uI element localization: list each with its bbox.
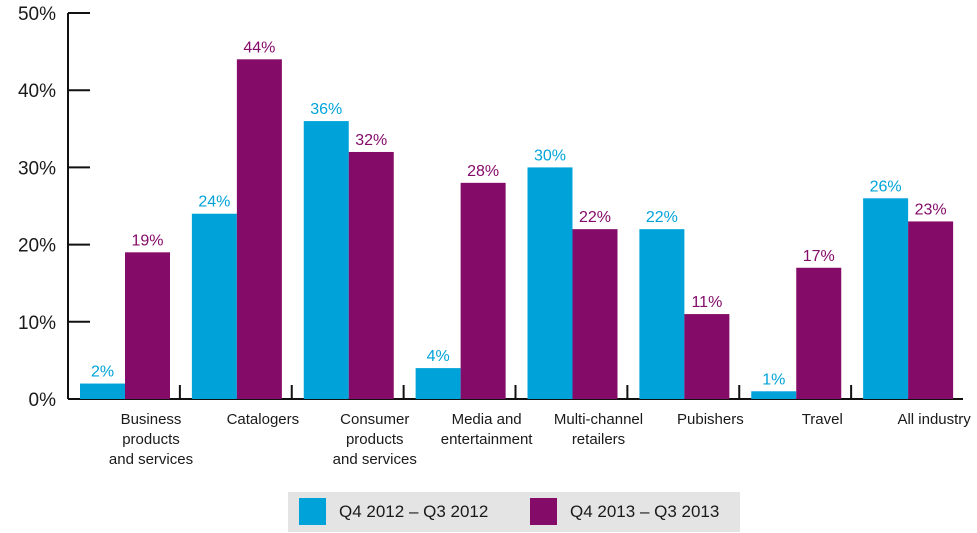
bar-series-2 bbox=[684, 314, 730, 399]
chart-legend: Q4 2012 – Q3 2012 Q4 2013 – Q3 2013 bbox=[288, 492, 740, 532]
legend-swatch-series-2 bbox=[530, 498, 557, 525]
data-label-series-1: 1% bbox=[762, 371, 785, 388]
data-label-series-2: 28% bbox=[467, 163, 499, 180]
data-label-series-1: 22% bbox=[646, 209, 678, 226]
category-label: All industry bbox=[897, 411, 971, 428]
category-label-line: retailers bbox=[572, 431, 625, 448]
bar-series-2 bbox=[236, 59, 282, 399]
category-label-line: Catalogers bbox=[227, 411, 300, 428]
data-label-series-1: 36% bbox=[310, 101, 342, 118]
bar-series-1 bbox=[191, 213, 237, 399]
y-tick-label: 20% bbox=[18, 236, 56, 257]
category-label-line: Multi-channel bbox=[554, 411, 643, 428]
bar-series-2 bbox=[348, 151, 394, 399]
data-label-series-1: 24% bbox=[198, 194, 230, 211]
data-label-series-2: 19% bbox=[131, 232, 163, 249]
category-label: Travel bbox=[802, 411, 843, 428]
data-label-series-2: 23% bbox=[915, 201, 947, 218]
bar-series-1 bbox=[527, 167, 573, 399]
legend-label-series-1: Q4 2012 – Q3 2012 bbox=[339, 501, 489, 521]
category-label-line: Business bbox=[121, 411, 182, 428]
bar-series-2 bbox=[572, 229, 618, 399]
data-label-series-1: 2% bbox=[91, 364, 114, 381]
y-tick-label: 30% bbox=[18, 158, 56, 179]
category-label: Media and entertainment bbox=[441, 411, 534, 448]
category-label: Catalogers bbox=[227, 411, 300, 428]
legend-item-series-2: Q4 2013 – Q3 2013 bbox=[530, 498, 719, 525]
category-label: Consumer products and services bbox=[333, 411, 417, 468]
bar-series-2 bbox=[796, 267, 842, 399]
category-label-line: products bbox=[346, 431, 404, 448]
category-label-line: products bbox=[122, 431, 180, 448]
bar-series-1 bbox=[415, 368, 461, 399]
category-label-line: and services bbox=[109, 451, 193, 468]
bar-series-2 bbox=[908, 221, 954, 399]
data-label-series-2: 11% bbox=[691, 294, 722, 311]
category-label-line: Media and bbox=[452, 411, 522, 428]
y-tick-label: 0% bbox=[29, 390, 57, 411]
legend-item-series-1: Q4 2012 – Q3 2012 bbox=[299, 498, 488, 525]
legend-swatch-series-1 bbox=[299, 498, 326, 525]
data-label-series-2: 32% bbox=[355, 132, 387, 149]
bar-series-1 bbox=[751, 391, 797, 399]
chart-category-labels: Business products and services Catalogers Co… bbox=[109, 411, 971, 468]
bar-series-1 bbox=[80, 383, 125, 399]
category-label: Pubishers bbox=[677, 411, 744, 428]
chart-data-labels: 2% 19% 24% 44% 36% 32% 4% 28% 30% 22% 22% 11% 1% 17% 2… bbox=[91, 39, 947, 388]
data-label-series-1: 4% bbox=[427, 348, 450, 365]
legend-label-series-2: Q4 2013 – Q3 2013 bbox=[570, 501, 720, 521]
bar-series-2 bbox=[125, 252, 170, 399]
category-label: Business products and services bbox=[109, 411, 193, 468]
data-label-series-2: 17% bbox=[803, 248, 835, 265]
category-label-line: All industry bbox=[897, 411, 971, 428]
data-label-series-2: 44% bbox=[243, 39, 275, 56]
data-label-series-1: 26% bbox=[870, 178, 902, 195]
category-label-line: entertainment bbox=[441, 431, 534, 448]
category-label-line: Travel bbox=[802, 411, 843, 428]
data-label-series-2: 22% bbox=[579, 209, 611, 226]
category-label-line: and services bbox=[333, 451, 417, 468]
bar-chart: 0% 10% 20% 30% 40% 50% 2% 19% 24% 44% 36% 32% 4% 28%… bbox=[18, 4, 971, 468]
chart-bars bbox=[80, 59, 954, 399]
category-label-line: Pubishers bbox=[677, 411, 744, 428]
bar-series-1 bbox=[639, 229, 685, 399]
bar-series-1 bbox=[863, 198, 909, 399]
category-label: Multi-channel retailers bbox=[554, 411, 643, 448]
bar-series-2 bbox=[460, 182, 506, 399]
data-label-series-1: 30% bbox=[534, 147, 566, 164]
category-label-line: Consumer bbox=[340, 411, 409, 428]
y-tick-label: 10% bbox=[18, 313, 56, 334]
y-tick-label: 50% bbox=[18, 4, 56, 25]
bar-series-1 bbox=[303, 121, 349, 399]
y-tick-label: 40% bbox=[18, 81, 56, 102]
